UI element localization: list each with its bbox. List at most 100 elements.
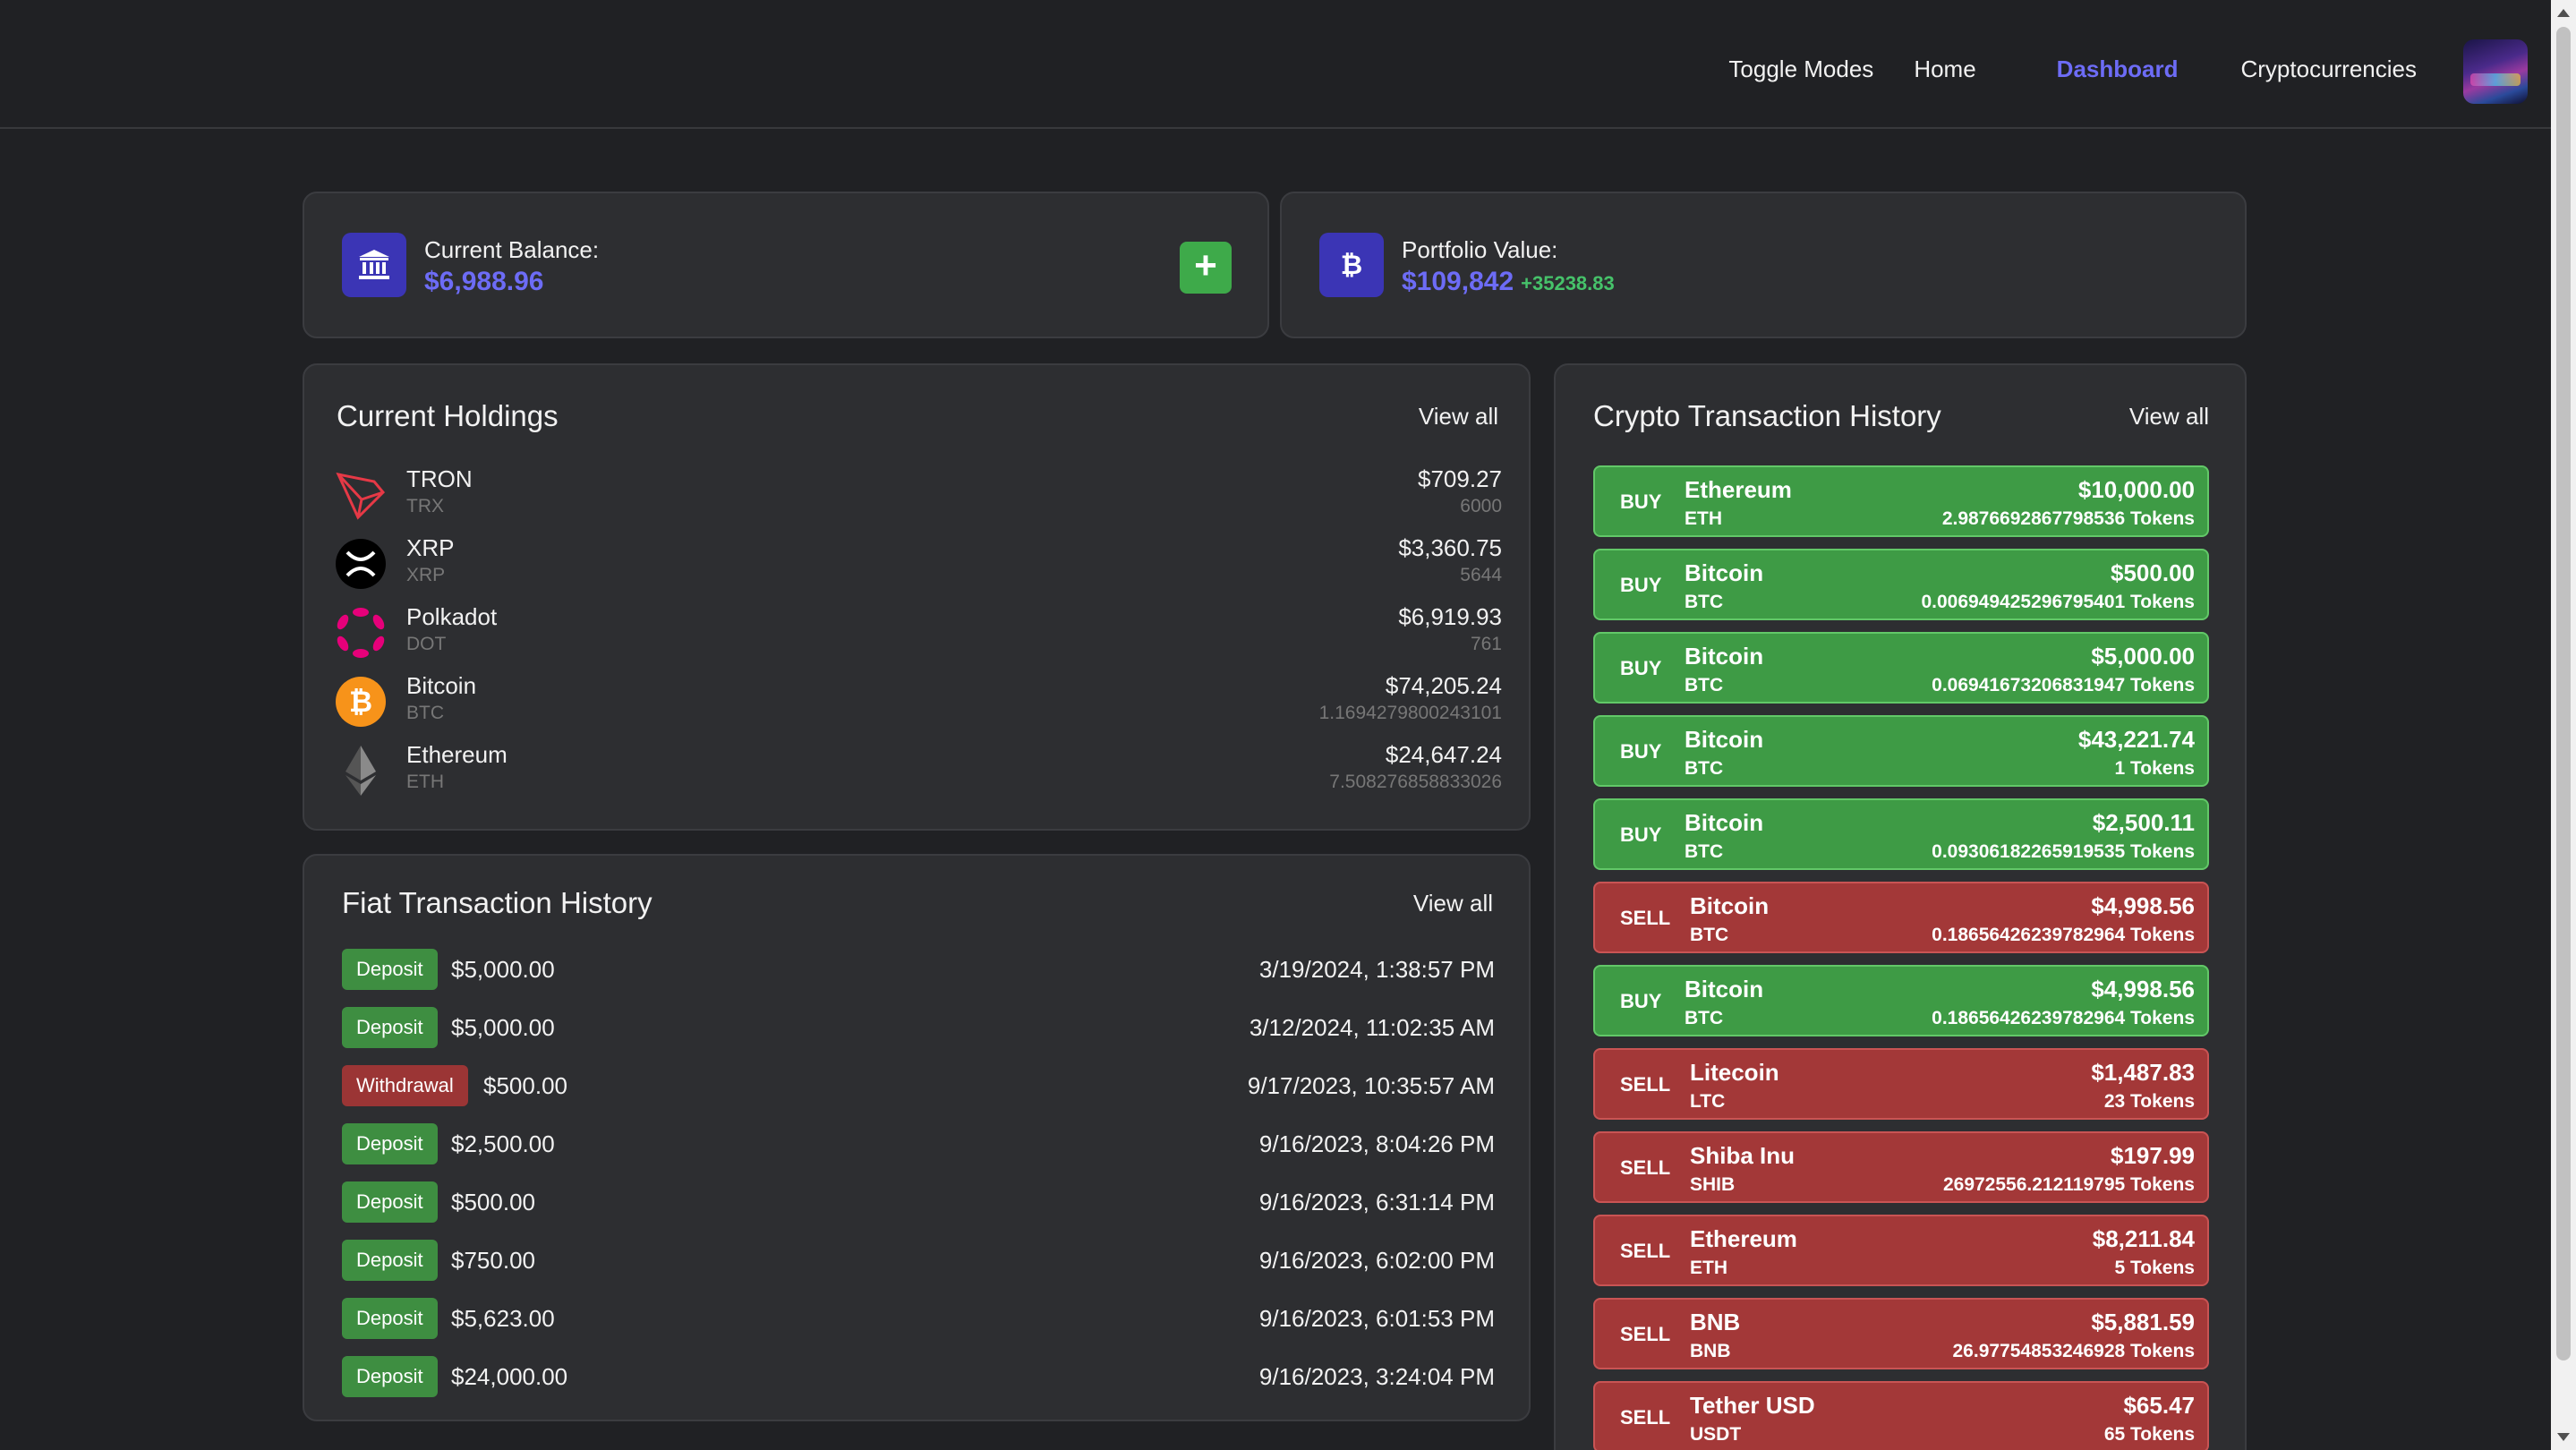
holding-row[interactable]: ₿ Bitcoin BTC $74,205.24 1.1694279800243… <box>335 672 1502 740</box>
tx-amount: $1,487.83 <box>2091 1059 2195 1086</box>
deposit-badge: Deposit <box>342 1356 438 1397</box>
tx-coin-symbol: BTC <box>1685 841 1724 862</box>
nav-dashboard[interactable]: Dashboard <box>2056 55 2179 82</box>
withdrawal-badge: Withdrawal <box>342 1065 468 1106</box>
tx-type-sell: SELL <box>1620 1156 1671 1179</box>
avatar[interactable] <box>2463 39 2528 104</box>
tx-amount: $10,000.00 <box>2077 476 2195 503</box>
tx-coin-name: Bitcoin <box>1685 726 1764 753</box>
coin-value: $74,205.24 <box>1385 672 1502 699</box>
holding-row[interactable]: Ethereum ETH $24,647.24 7.50827685883302… <box>335 741 1502 809</box>
svg-text:₿: ₿ <box>349 685 372 719</box>
crypto-tx-row[interactable]: SELL BNB BNB $5,881.59 26.97754853246928… <box>1593 1298 2209 1369</box>
crypto-tx-row[interactable]: SELL Bitcoin BTC $4,998.56 0.18656426239… <box>1593 882 2209 953</box>
crypto-tx-row[interactable]: SELL Tether USD USDT $65.47 65 Tokens <box>1593 1381 2209 1450</box>
tx-coin-name: Shiba Inu <box>1690 1142 1795 1169</box>
tx-coin-name: Bitcoin <box>1685 976 1764 1002</box>
crypto-tx-row[interactable]: BUY Bitcoin BTC $500.00 0.00694942529679… <box>1593 549 2209 620</box>
tron-icon <box>336 472 386 520</box>
crypto-tx-row[interactable]: BUY Ethereum ETH $10,000.00 2.9876692867… <box>1593 465 2209 537</box>
fiat-date: 9/16/2023, 6:01:53 PM <box>1258 1305 1495 1332</box>
holding-row[interactable]: Polkadot DOT $6,919.93 761 <box>335 603 1502 671</box>
tx-type-sell: SELL <box>1620 1323 1671 1345</box>
tx-type-sell: SELL <box>1620 1240 1671 1262</box>
coin-value: $6,919.93 <box>1398 603 1502 630</box>
fiat-date: 9/16/2023, 3:24:04 PM <box>1258 1363 1495 1390</box>
fiat-amount: $750.00 <box>451 1247 535 1274</box>
add-funds-button[interactable]: + <box>1180 242 1232 294</box>
deposit-badge: Deposit <box>342 1007 438 1048</box>
fiat-view-all[interactable]: View all <box>1412 890 1493 917</box>
tx-amount: $8,211.84 <box>2092 1225 2195 1252</box>
crypto-tx-row[interactable]: BUY Bitcoin BTC $2,500.11 0.093061822659… <box>1593 798 2209 870</box>
scroll-up-icon[interactable] <box>2557 9 2570 17</box>
coin-symbol: BTC <box>406 703 444 723</box>
coin-name: TRON <box>406 465 473 492</box>
coin-quantity: 6000 <box>1460 496 1502 516</box>
coin-quantity: 1.1694279800243101 <box>1318 703 1502 723</box>
coin-symbol: XRP <box>406 565 446 585</box>
coin-name: Ethereum <box>406 741 508 768</box>
tx-amount: $4,998.56 <box>2091 892 2195 919</box>
tx-tokens: 0.18656426239782964 Tokens <box>1932 925 2195 945</box>
tx-coin-symbol: SHIB <box>1690 1174 1736 1195</box>
current-balance-card: Current Balance: $6,988.96 + <box>303 192 1269 338</box>
fiat-date: 3/12/2024, 11:02:35 AM <box>1249 1014 1495 1041</box>
portfolio-value: $109,842 <box>1402 267 1514 296</box>
tx-coin-symbol: BTC <box>1690 925 1729 945</box>
tx-coin-symbol: BTC <box>1685 758 1724 779</box>
tx-coin-name: Litecoin <box>1690 1059 1779 1086</box>
crypto-title: Crypto Transaction History <box>1593 399 1941 432</box>
tx-coin-symbol: BTC <box>1685 675 1724 695</box>
tx-coin-name: Ethereum <box>1690 1225 1797 1252</box>
tx-amount: $5,000.00 <box>2091 643 2195 670</box>
fiat-date: 9/17/2023, 10:35:57 AM <box>1247 1072 1495 1099</box>
polkadot-icon <box>337 608 385 658</box>
current-holdings-card: Current Holdings View all TRON TRX $709.… <box>303 363 1531 831</box>
tx-tokens: 0.06941673206831947 Tokens <box>1932 675 2195 695</box>
tx-tokens: 5 Tokens <box>2114 1258 2195 1278</box>
bitcoin-icon: ₿ <box>1319 233 1384 297</box>
holding-row[interactable]: TRON TRX $709.27 6000 <box>335 465 1502 533</box>
fiat-row: Deposit $2,500.00 9/16/2023, 8:04:26 PM <box>342 1123 1495 1164</box>
crypto-tx-row[interactable]: SELL Ethereum ETH $8,211.84 5 Tokens <box>1593 1215 2209 1286</box>
crypto-transaction-card: Crypto Transaction History View all BUY … <box>1554 363 2247 1450</box>
holding-row[interactable]: XRP XRP $3,360.75 5644 <box>335 534 1502 602</box>
fiat-amount: $2,500.00 <box>451 1130 555 1157</box>
page-scrollbar[interactable] <box>2551 0 2576 1450</box>
tx-coin-symbol: BNB <box>1690 1341 1731 1361</box>
scroll-down-icon[interactable] <box>2557 1433 2570 1441</box>
tx-tokens: 0.09306182265919535 Tokens <box>1932 841 2195 862</box>
navbar: Toggle Modes Home Dashboard Cryptocurren… <box>0 0 2551 129</box>
tx-tokens: 1 Tokens <box>2114 758 2195 779</box>
deposit-badge: Deposit <box>342 1298 438 1339</box>
tx-amount: $4,998.56 <box>2091 976 2195 1002</box>
tx-type-buy: BUY <box>1620 740 1662 763</box>
nav-home[interactable]: Home <box>1914 55 1976 82</box>
crypto-tx-row[interactable]: BUY Bitcoin BTC $5,000.00 0.069416732068… <box>1593 632 2209 704</box>
portfolio-value-row: $109,842 +35238.83 <box>1402 267 1615 297</box>
tx-amount: $43,221.74 <box>2077 726 2195 753</box>
tx-amount: $65.47 <box>2123 1392 2195 1419</box>
tx-coin-symbol: BTC <box>1685 592 1724 612</box>
tx-coin-symbol: USDT <box>1690 1424 1742 1445</box>
fiat-date: 3/19/2024, 1:38:57 PM <box>1258 956 1495 983</box>
nav-toggle-modes[interactable]: Toggle Modes <box>1728 55 1874 82</box>
tx-type-buy: BUY <box>1620 990 1662 1012</box>
holdings-view-all[interactable]: View all <box>1418 403 1498 430</box>
crypto-tx-row[interactable]: BUY Bitcoin BTC $4,998.56 0.186564262397… <box>1593 965 2209 1036</box>
tx-amount: $500.00 <box>2111 559 2195 586</box>
tx-coin-name: Ethereum <box>1685 476 1792 503</box>
fiat-amount: $500.00 <box>483 1072 567 1099</box>
tx-coin-name: Bitcoin <box>1685 643 1764 670</box>
scrollbar-thumb[interactable] <box>2556 27 2571 1360</box>
nav-cryptocurrencies[interactable]: Cryptocurrencies <box>2240 55 2417 82</box>
crypto-view-all[interactable]: View all <box>2128 403 2209 430</box>
fiat-amount: $5,623.00 <box>451 1305 555 1332</box>
crypto-tx-row[interactable]: BUY Bitcoin BTC $43,221.74 1 Tokens <box>1593 715 2209 787</box>
tx-tokens: 26.97754853246928 Tokens <box>1952 1341 2196 1361</box>
crypto-tx-row[interactable]: SELL Shiba Inu SHIB $197.99 26972556.212… <box>1593 1131 2209 1203</box>
coin-quantity: 761 <box>1470 634 1502 654</box>
tx-amount: $5,881.59 <box>2091 1309 2195 1335</box>
crypto-tx-row[interactable]: SELL Litecoin LTC $1,487.83 23 Tokens <box>1593 1048 2209 1120</box>
